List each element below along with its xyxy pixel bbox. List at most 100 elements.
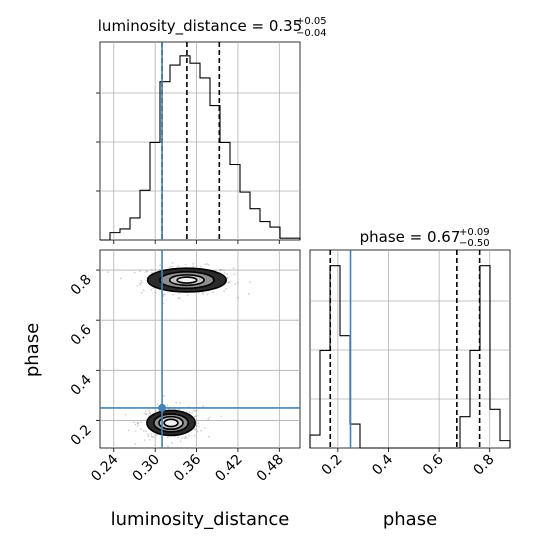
phase-histogram-panel: 0.2 0.4 0.6 0.8 phase = 0.67 +0.09 −0.50 ph…	[309, 227, 511, 530]
sample-point	[194, 428, 197, 431]
sample-point	[137, 422, 140, 425]
sample-point	[178, 408, 181, 411]
sample-point	[226, 277, 229, 279]
sample-point	[140, 291, 143, 294]
sample-point	[147, 433, 150, 435]
sample-point	[249, 281, 252, 283]
sample-point	[219, 269, 222, 271]
sample-point	[237, 281, 239, 284]
sample-point	[181, 437, 184, 439]
sample-point	[147, 415, 150, 417]
luminosity-distance-title-minus: −0.04	[296, 28, 327, 39]
sample-point	[193, 434, 196, 437]
sample-point	[143, 439, 146, 441]
sample-point	[142, 429, 145, 432]
sample-point	[204, 427, 206, 429]
sample-point	[150, 432, 153, 435]
sample-point	[179, 440, 182, 443]
sample-point	[223, 290, 226, 292]
sample-point	[173, 435, 176, 438]
sample-point	[200, 429, 203, 432]
sample-point	[207, 418, 210, 421]
sample-point	[196, 430, 199, 433]
sample-point	[145, 413, 147, 415]
sample-point	[154, 409, 157, 412]
sample-point	[175, 401, 178, 404]
sample-point	[151, 435, 154, 438]
phase-title-minus: −0.50	[459, 238, 490, 249]
luminosity-distance-histogram	[100, 55, 301, 241]
x-tick-label: 0.24	[88, 451, 121, 484]
sample-point	[194, 410, 196, 413]
sample-point	[234, 283, 237, 285]
sample-point	[153, 436, 155, 438]
truth-point	[158, 403, 167, 412]
sample-point	[186, 294, 189, 297]
sample-point	[228, 280, 231, 283]
x-tick-label: 0.6	[420, 451, 447, 478]
sample-point	[200, 265, 202, 268]
sample-point	[151, 271, 153, 274]
sample-point	[197, 291, 200, 294]
y-tick-label: 0.8	[68, 272, 95, 299]
sample-point	[133, 421, 136, 424]
sample-point	[177, 297, 180, 300]
sample-point	[150, 288, 153, 291]
sample-point	[163, 394, 166, 397]
sample-point	[202, 405, 205, 408]
sample-point	[227, 282, 229, 284]
sample-point	[220, 268, 223, 271]
y-tick-label: 0.2	[68, 422, 95, 449]
sample-point	[144, 410, 147, 412]
joint-contours	[146, 267, 227, 437]
sample-point	[166, 436, 169, 438]
sample-point	[145, 271, 147, 273]
x-tick-label: 0.48	[254, 452, 287, 485]
sample-point	[127, 429, 130, 432]
sample-point	[219, 268, 222, 271]
sample-point	[140, 281, 143, 284]
phase-histogram	[309, 265, 511, 449]
sample-point	[248, 292, 250, 295]
sample-point	[142, 289, 145, 292]
sample-point	[145, 413, 148, 415]
sample-point	[208, 416, 211, 419]
x-tick-label: 0.8	[471, 452, 498, 479]
sample-point	[225, 288, 228, 290]
sample-point	[192, 409, 195, 412]
sample-point	[148, 409, 151, 412]
sample-point	[124, 413, 127, 416]
sample-point	[156, 403, 159, 406]
sample-point	[150, 435, 153, 438]
sample-point	[192, 265, 194, 268]
sample-point	[147, 435, 150, 437]
sample-point	[145, 430, 147, 432]
sample-point	[206, 263, 209, 265]
sample-point	[139, 270, 141, 273]
sample-point	[232, 267, 235, 269]
sample-point	[155, 434, 158, 436]
sample-point	[169, 265, 171, 268]
sample-point	[184, 435, 187, 438]
sample-point	[191, 411, 194, 413]
sample-point	[220, 415, 223, 418]
sample-point	[120, 277, 122, 280]
phase-title-plus: +0.09	[459, 227, 490, 238]
sample-point	[171, 442, 174, 444]
sample-point	[179, 297, 181, 300]
sample-point	[139, 282, 141, 285]
sample-point	[192, 263, 195, 265]
sample-point	[195, 409, 198, 411]
sample-point	[172, 293, 174, 296]
sample-point	[206, 293, 209, 296]
sample-point	[140, 428, 142, 430]
sample-point	[152, 287, 155, 290]
x-tick-label: 0.30	[130, 452, 163, 485]
contour-level	[163, 418, 179, 428]
sample-point	[207, 264, 210, 266]
sample-point	[223, 269, 226, 272]
joint-contour-panel: 0.24 0.30 0.36 0.42 0.48 0.2 0.4 0.6 0.8 lumino…	[22, 249, 301, 530]
sample-point	[162, 302, 165, 305]
sample-point	[140, 279, 143, 282]
sample-point	[139, 284, 142, 286]
